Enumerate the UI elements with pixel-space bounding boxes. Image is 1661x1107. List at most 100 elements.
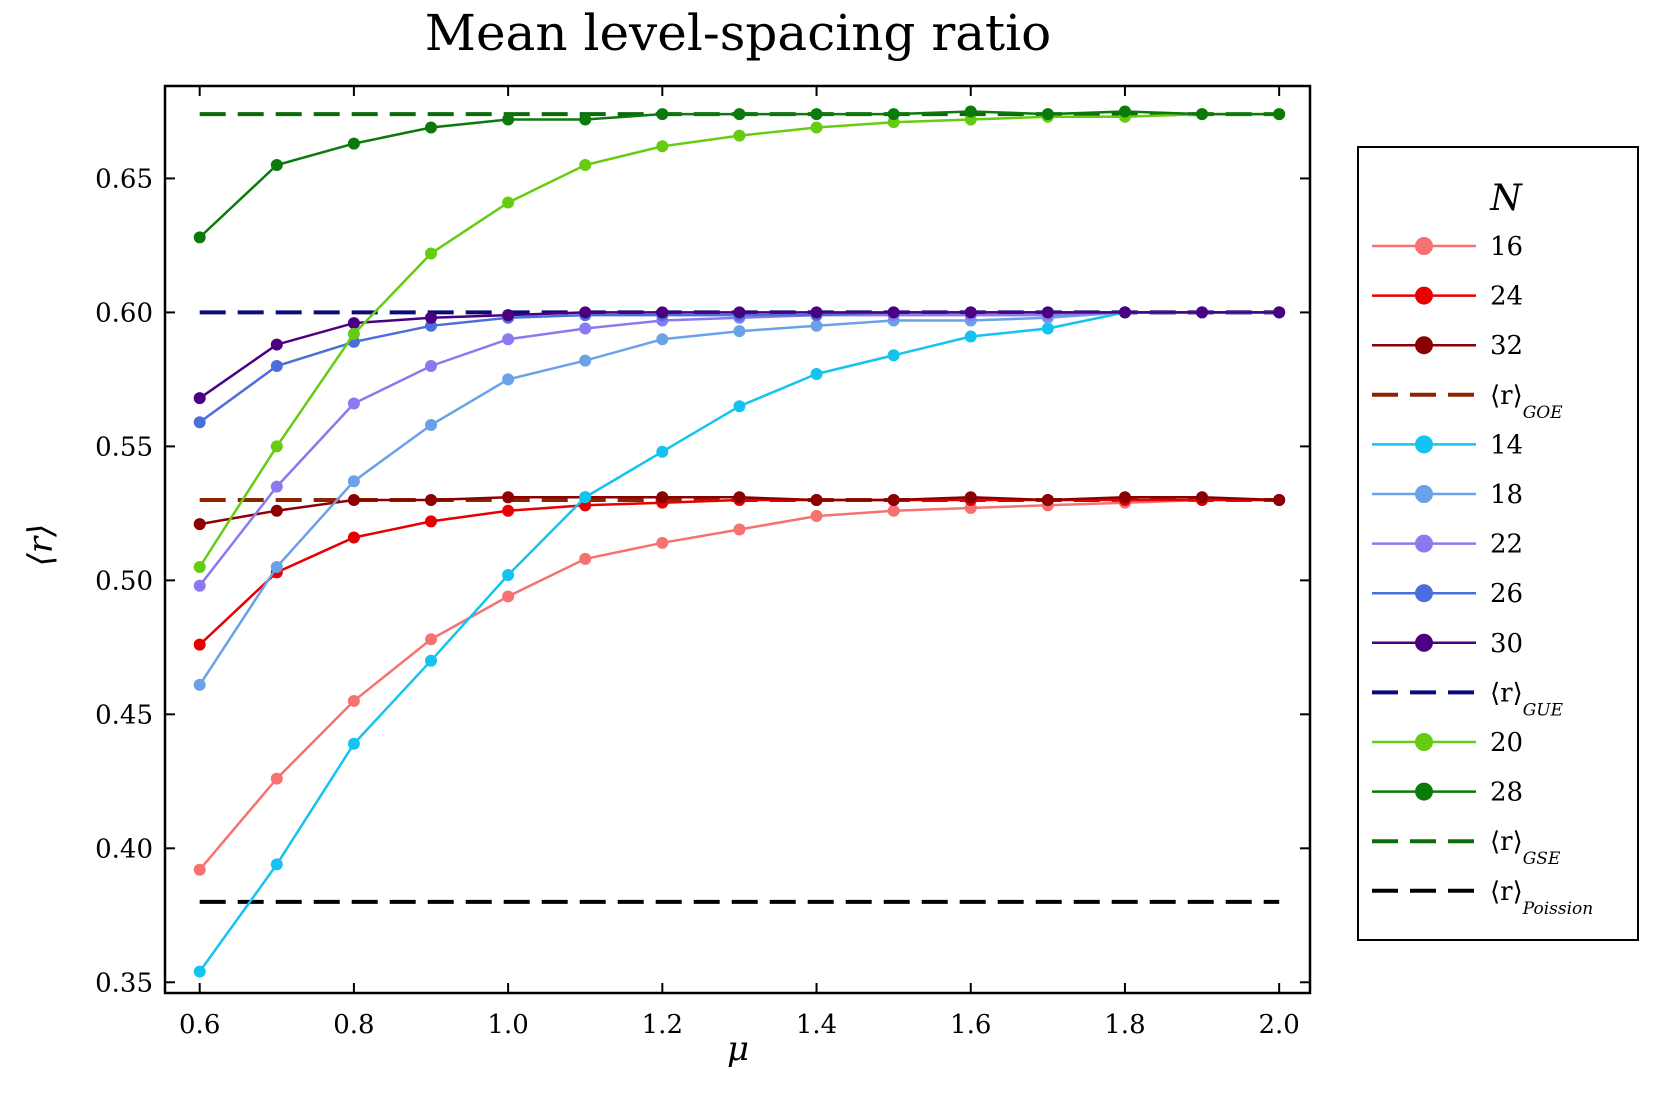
data-point [887, 493, 900, 506]
data-point [502, 373, 515, 386]
data-point [1273, 108, 1286, 121]
data-point [656, 306, 669, 319]
y-tick-label: 0.60 [95, 298, 153, 328]
x-tick-label: 0.6 [179, 1010, 220, 1040]
series-n-28 [193, 105, 1286, 244]
data-point [656, 333, 669, 346]
data-point [270, 504, 283, 517]
data-point [656, 536, 669, 549]
data-point [1273, 493, 1286, 506]
data-point [656, 140, 669, 153]
legend-label: 18 [1490, 480, 1523, 510]
y-axis-label: ⟨r⟩ [21, 524, 61, 567]
x-tick-label: 1.0 [487, 1010, 528, 1040]
data-point [579, 306, 592, 319]
data-point [270, 772, 283, 785]
y-tick-label: 0.65 [95, 164, 153, 194]
chart-title: Mean level-spacing ratio [425, 4, 1051, 62]
data-point [964, 330, 977, 343]
data-point [502, 504, 515, 517]
legend-item-n-16: 16 [1372, 232, 1523, 262]
legend-item-n-14: 14 [1372, 430, 1523, 460]
series-n-22 [193, 306, 1286, 592]
data-point [270, 560, 283, 573]
data-point [887, 306, 900, 319]
data-point [579, 159, 592, 172]
data-point [887, 349, 900, 362]
series-line-n-16 [198, 498, 1280, 871]
data-point [502, 569, 515, 582]
data-point [1273, 306, 1286, 319]
y-tick-label: 0.35 [95, 968, 153, 998]
data-point [1118, 306, 1131, 319]
x-tick-label: 1.8 [1104, 1010, 1145, 1040]
data-point [347, 493, 360, 506]
legend-label: 32 [1490, 331, 1523, 361]
x-axis-label: μ [727, 1029, 749, 1069]
data-point [733, 400, 746, 413]
data-point [425, 418, 438, 431]
data-point [579, 552, 592, 565]
data-point [425, 493, 438, 506]
legend-item-n-24: 24 [1372, 282, 1523, 312]
x-tick-label: 2.0 [1258, 1010, 1299, 1040]
legend-item-n-18: 18 [1372, 480, 1523, 510]
data-point [502, 309, 515, 322]
series-n-30 [193, 306, 1286, 405]
data-point [425, 515, 438, 528]
legend-label: 16 [1490, 232, 1523, 262]
legend-swatch-marker [1415, 782, 1433, 801]
data-point [425, 311, 438, 324]
x-tick-label: 1.6 [950, 1010, 991, 1040]
legend-swatch-marker [1415, 633, 1433, 652]
y-tick-label: 0.40 [95, 834, 153, 864]
data-point [733, 129, 746, 142]
data-point [270, 480, 283, 493]
data-point [733, 491, 746, 504]
data-point [270, 440, 283, 453]
data-point [425, 121, 438, 134]
legend-label: 22 [1490, 530, 1523, 560]
data-point [347, 327, 360, 340]
series-n-24 [193, 493, 1286, 651]
data-point [347, 737, 360, 750]
data-point [1118, 491, 1131, 504]
y-axis: 0.35 0.40 0.45 0.50 0.55 0.60 0.65 [95, 164, 1310, 998]
plot-area [193, 105, 1286, 978]
x-tick-label: 0.8 [333, 1010, 374, 1040]
data-point [270, 858, 283, 871]
data-point [1041, 322, 1054, 335]
data-point [347, 475, 360, 488]
data-point [1196, 491, 1209, 504]
data-point [810, 368, 823, 381]
data-point [579, 322, 592, 335]
legend-item-n-28: 28 [1372, 778, 1523, 808]
legend-swatch-marker [1415, 485, 1433, 503]
data-point [1041, 306, 1054, 319]
legend-label: 28 [1490, 778, 1523, 808]
series-n-16 [193, 493, 1286, 876]
legend-label: 14 [1490, 430, 1523, 460]
data-point [425, 360, 438, 373]
data-point [964, 105, 977, 118]
data-point [733, 108, 746, 121]
series-line-n-24 [198, 498, 1280, 646]
data-point [733, 306, 746, 319]
data-point [347, 397, 360, 410]
data-point [270, 338, 283, 351]
data-point [193, 518, 206, 531]
data-point [502, 113, 515, 126]
data-point [656, 491, 669, 504]
data-point [425, 247, 438, 260]
data-point [502, 491, 515, 504]
data-point [1196, 306, 1209, 319]
data-point [270, 360, 283, 373]
data-point [887, 504, 900, 517]
data-point [1041, 108, 1054, 121]
legend-swatch-marker [1415, 584, 1433, 603]
data-point [193, 579, 206, 592]
legend-label: 30 [1490, 629, 1523, 659]
data-point [810, 493, 823, 506]
data-point [964, 491, 977, 504]
